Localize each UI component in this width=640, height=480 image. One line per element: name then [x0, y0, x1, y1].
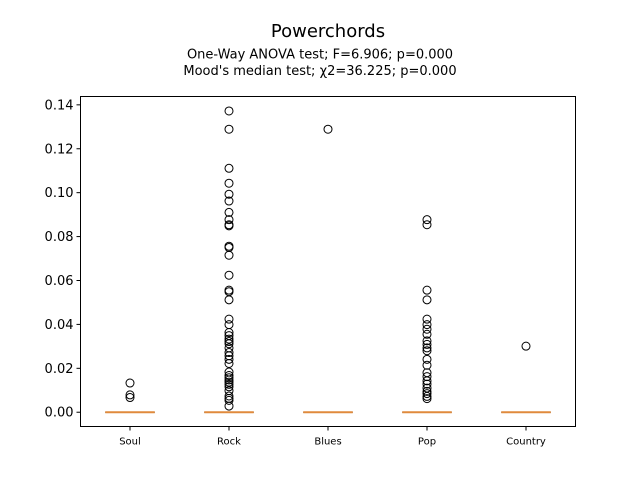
outlier-point [224, 320, 234, 330]
x-axis: Soul Rock Blues Pop Country [119, 426, 546, 448]
outlier-point [422, 346, 432, 356]
outlier-point [422, 394, 432, 404]
outlier-point [422, 285, 432, 295]
chart-subtitle-line-2: Mood's median test; χ2=36.225; p=0.000 [183, 64, 456, 79]
chart-subtitle-line-1: One-Way ANOVA test; F=6.906; p=0.000 [187, 48, 453, 63]
outlier-point [224, 375, 234, 385]
outlier-point [224, 395, 234, 405]
outlier-point [224, 401, 234, 411]
outlier-point [224, 207, 234, 217]
outlier-point [422, 295, 432, 305]
outlier-point [422, 343, 432, 353]
outlier-point [224, 215, 234, 225]
y-tick-label: 0.06 [45, 274, 74, 289]
outlier-point [125, 390, 135, 400]
outlier-point [125, 393, 135, 403]
outlier-point [224, 373, 234, 383]
y-tick-label: 0.10 [45, 186, 74, 201]
y-tick-label: 0.02 [45, 362, 74, 377]
outlier-point [323, 124, 333, 134]
outlier-point [224, 196, 234, 206]
outlier-point [224, 221, 234, 231]
outlier-point [422, 354, 432, 364]
outlier-point [422, 379, 432, 389]
outlier-point [224, 379, 234, 389]
outlier-point [224, 270, 234, 280]
outlier-point [422, 389, 432, 399]
outlier-point [422, 336, 432, 346]
outlier-point [224, 328, 234, 338]
outlier-point [224, 337, 234, 347]
outlier-point [224, 314, 234, 324]
y-tick-label: 0.00 [45, 406, 74, 421]
outlier-point [521, 341, 531, 351]
outlier-point [224, 354, 234, 364]
outlier-point [422, 372, 432, 382]
y-tick-label: 0.12 [45, 142, 74, 157]
x-tick-label: Country [506, 437, 546, 448]
outlier-point [224, 391, 234, 401]
outlier-point [422, 360, 432, 370]
outlier-point [224, 371, 234, 381]
y-tick-label: 0.14 [45, 98, 74, 113]
outlier-point [224, 124, 234, 134]
outlier-point [224, 295, 234, 305]
outlier-point [224, 358, 234, 368]
outlier-point [422, 320, 432, 330]
outlier-point [224, 178, 234, 188]
outlier-point [224, 250, 234, 260]
x-tick-label: Pop [418, 437, 436, 448]
x-tick-label: Blues [314, 437, 341, 448]
outlier-point [224, 348, 234, 358]
outlier-point [422, 329, 432, 339]
outlier-point [224, 334, 234, 344]
outlier-point [422, 339, 432, 349]
outlier-point [422, 215, 432, 225]
outlier-point [224, 189, 234, 199]
chart-title: Powerchords [271, 21, 385, 42]
outlier-point [422, 324, 432, 334]
y-axis: 0.00 0.02 0.04 0.06 0.08 0.10 0.12 0.14 [45, 98, 81, 421]
outlier-point [224, 377, 234, 387]
outlier-point [422, 391, 432, 401]
outlier-point [422, 376, 432, 386]
outlier-point [224, 163, 234, 173]
outlier-point [224, 339, 234, 349]
outlier-point [224, 382, 234, 392]
plot-area [105, 106, 551, 414]
y-tick-label: 0.08 [45, 230, 74, 245]
axes-frame [80, 96, 576, 427]
x-tick-label: Soul [119, 437, 141, 448]
outlier-point [422, 386, 432, 396]
outlier-point [125, 378, 135, 388]
y-tick-label: 0.04 [45, 318, 74, 333]
outlier-point [422, 220, 432, 230]
x-tick-label: Rock [217, 437, 241, 448]
outlier-point [224, 106, 234, 116]
outlier-point [422, 314, 432, 324]
